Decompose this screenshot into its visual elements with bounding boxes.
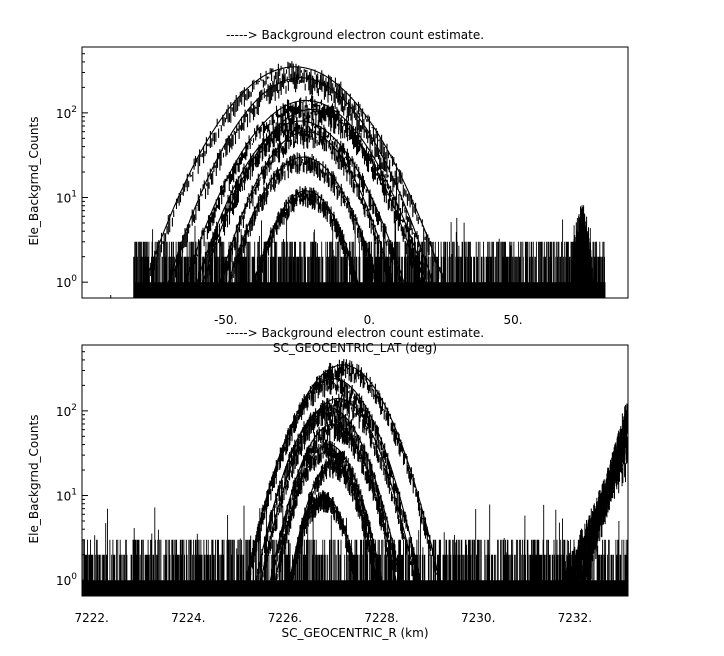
- x-tick-label-0-0: -50.: [214, 313, 237, 327]
- x-tick-label-1-1: 7224.: [171, 611, 205, 625]
- y-tick-label-0-0: 100: [56, 274, 77, 290]
- y-axis-label-top: Ele_Backgrnd_Counts: [27, 117, 41, 246]
- chart-title-top: -----> Background electron count estimat…: [226, 28, 484, 42]
- x-tick-label-0-2: 50.: [504, 313, 523, 327]
- series-0-4: [196, 117, 405, 292]
- y-tick-label-1-2: 102: [56, 403, 77, 419]
- series-0-5: [219, 126, 393, 291]
- panel-top: -----> Background electron count estimat…: [27, 28, 629, 355]
- x-tick-label-1-3: 7228.: [364, 611, 398, 625]
- x-axis-label-top: SC_GEOCENTRIC_LAT (deg): [273, 341, 437, 355]
- series-1-4: [269, 418, 397, 588]
- x-tick-label-1-0: 7222.: [74, 611, 108, 625]
- panel-bottom: -----> Background electron count estimat…: [27, 326, 629, 640]
- plot-area-top: [133, 61, 606, 298]
- x-tick-label-1-5: 7232.: [558, 611, 592, 625]
- y-axis-label-bottom: Ele_Backgrnd_Counts: [27, 415, 41, 544]
- x-axis-label-bottom: SC_GEOCENTRIC_R (km): [282, 626, 429, 640]
- y-tick-label-1-0: 100: [56, 572, 77, 588]
- y-tick-label-1-1: 101: [56, 488, 77, 504]
- tick-group-bottom: 7222. 7224. 7226. 7228. 7230. 7232. 100 101 102: [56, 344, 624, 625]
- rising-edge-1-6: [583, 403, 629, 596]
- series-0-6: [228, 152, 379, 294]
- secondary-bump-0: [570, 205, 594, 298]
- series-0-7: [253, 186, 359, 295]
- x-tick-label-1-2: 7226.: [268, 611, 302, 625]
- series-1-3: [255, 402, 402, 593]
- y-tick-label-0-2: 102: [56, 105, 77, 121]
- x-tick-label-1-4: 7230.: [461, 611, 495, 625]
- y-tick-label-0-1: 101: [56, 190, 77, 206]
- series-1-7: [289, 490, 358, 595]
- series-0-1: [167, 72, 434, 293]
- tick-group-top: -50. 0. 50. 100 101 102: [56, 46, 629, 327]
- x-tick-label-0-1: 0.: [364, 313, 375, 327]
- chart-title-bottom: -----> Background electron count estimat…: [226, 326, 484, 340]
- series-1-5: [274, 439, 383, 589]
- plot-area-bottom: [81, 359, 629, 596]
- series-1-1: [245, 372, 421, 584]
